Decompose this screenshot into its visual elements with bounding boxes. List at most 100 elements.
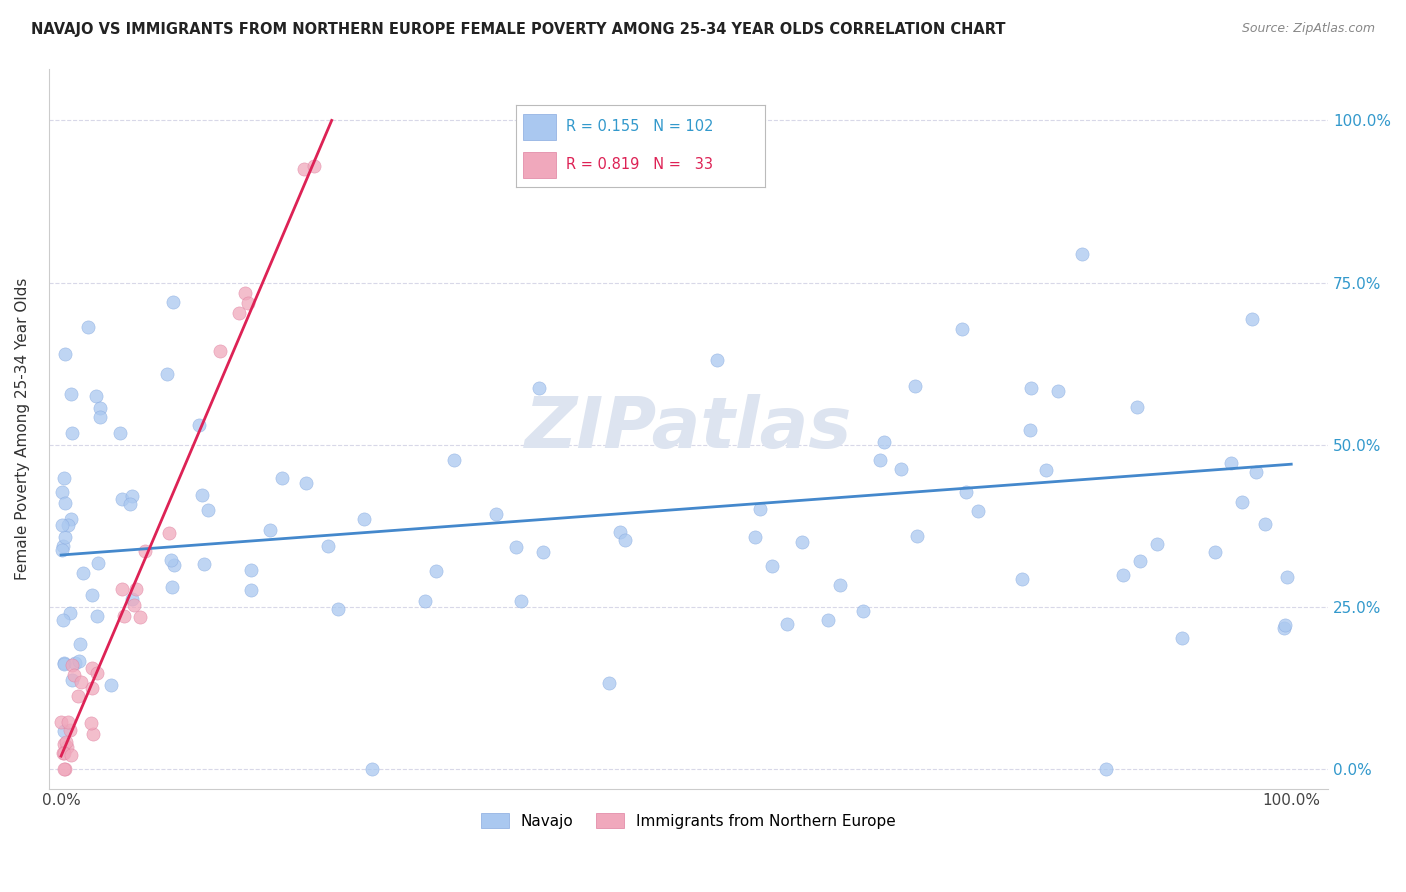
Point [236,295,259,310]
Point [776,616,799,631]
Point [69,637,91,651]
Point [1095,762,1118,776]
Point [129,610,152,624]
Point [817,613,839,627]
Point [56,740,79,755]
Point [69,674,91,689]
Point [1071,247,1094,261]
Point [53,656,76,670]
Point [292,161,315,176]
Point [869,452,891,467]
Point [193,557,215,571]
Point [239,563,262,577]
Point [125,582,148,596]
Point [51,518,73,533]
Point [1171,631,1194,645]
Point [51,715,73,730]
Point [1019,423,1042,437]
Point [360,762,382,776]
Point [353,512,375,526]
Point [531,545,554,559]
Point [53,657,76,671]
Point [240,582,263,597]
Point [1129,554,1152,568]
Point [111,491,134,506]
Point [748,501,770,516]
Point [1275,570,1298,584]
Point [121,489,143,503]
Point [529,381,551,395]
Point [52,746,75,760]
Text: NAVAJO VS IMMIGRANTS FROM NORTHERN EUROPE FEMALE POVERTY AMONG 25-34 YEAR OLDS C: NAVAJO VS IMMIGRANTS FROM NORTHERN EUROP… [31,22,1005,37]
Point [84,388,107,402]
Point [53,762,76,776]
Point [1241,311,1264,326]
Point [316,540,339,554]
Point [190,488,212,502]
Point [1219,457,1241,471]
Point [1146,537,1168,551]
Point [950,321,973,335]
Point [52,724,75,739]
Point [967,504,990,518]
Point [1011,572,1033,586]
Point [77,320,100,334]
Point [295,476,318,491]
Point [82,661,104,675]
Point [505,541,527,555]
Point [259,524,281,538]
Point [1204,545,1226,559]
Point [86,609,108,624]
Point [156,367,179,381]
Point [80,681,103,696]
Point [86,665,108,680]
Point [134,543,156,558]
Point [1272,621,1295,635]
Point [53,347,76,361]
Point [873,435,896,450]
Point [59,606,82,620]
Point [52,614,75,628]
Point [197,503,219,517]
Point [1019,381,1042,395]
Point [112,609,135,624]
Point [87,557,110,571]
Point [904,378,927,392]
Point [55,530,77,544]
Point [792,534,814,549]
Point [72,566,94,580]
Point [122,599,145,613]
Point [510,593,533,607]
Point [609,525,631,540]
Legend: Navajo, Immigrants from Northern Europe: Navajo, Immigrants from Northern Europe [475,806,903,835]
Point [1035,463,1057,477]
Point [415,594,437,608]
Point [302,159,325,173]
Point [60,673,83,687]
Point [1274,618,1296,632]
Point [53,495,76,509]
Point [89,401,111,415]
Point [118,497,141,511]
Point [53,471,76,485]
Point [485,508,508,522]
Point [67,654,90,668]
Point [51,542,73,557]
Point [1112,568,1135,582]
Text: ZIPatlas: ZIPatlas [524,394,852,463]
Point [188,417,211,432]
Point [955,484,977,499]
Point [53,762,76,776]
Point [228,306,250,320]
Point [51,485,73,500]
Point [52,737,75,751]
Point [66,689,89,703]
Point [1254,516,1277,531]
Point [828,578,851,592]
Point [159,553,181,567]
Point [82,727,104,741]
Point [905,529,928,543]
Point [80,588,103,602]
Point [52,746,75,760]
Point [744,530,766,544]
